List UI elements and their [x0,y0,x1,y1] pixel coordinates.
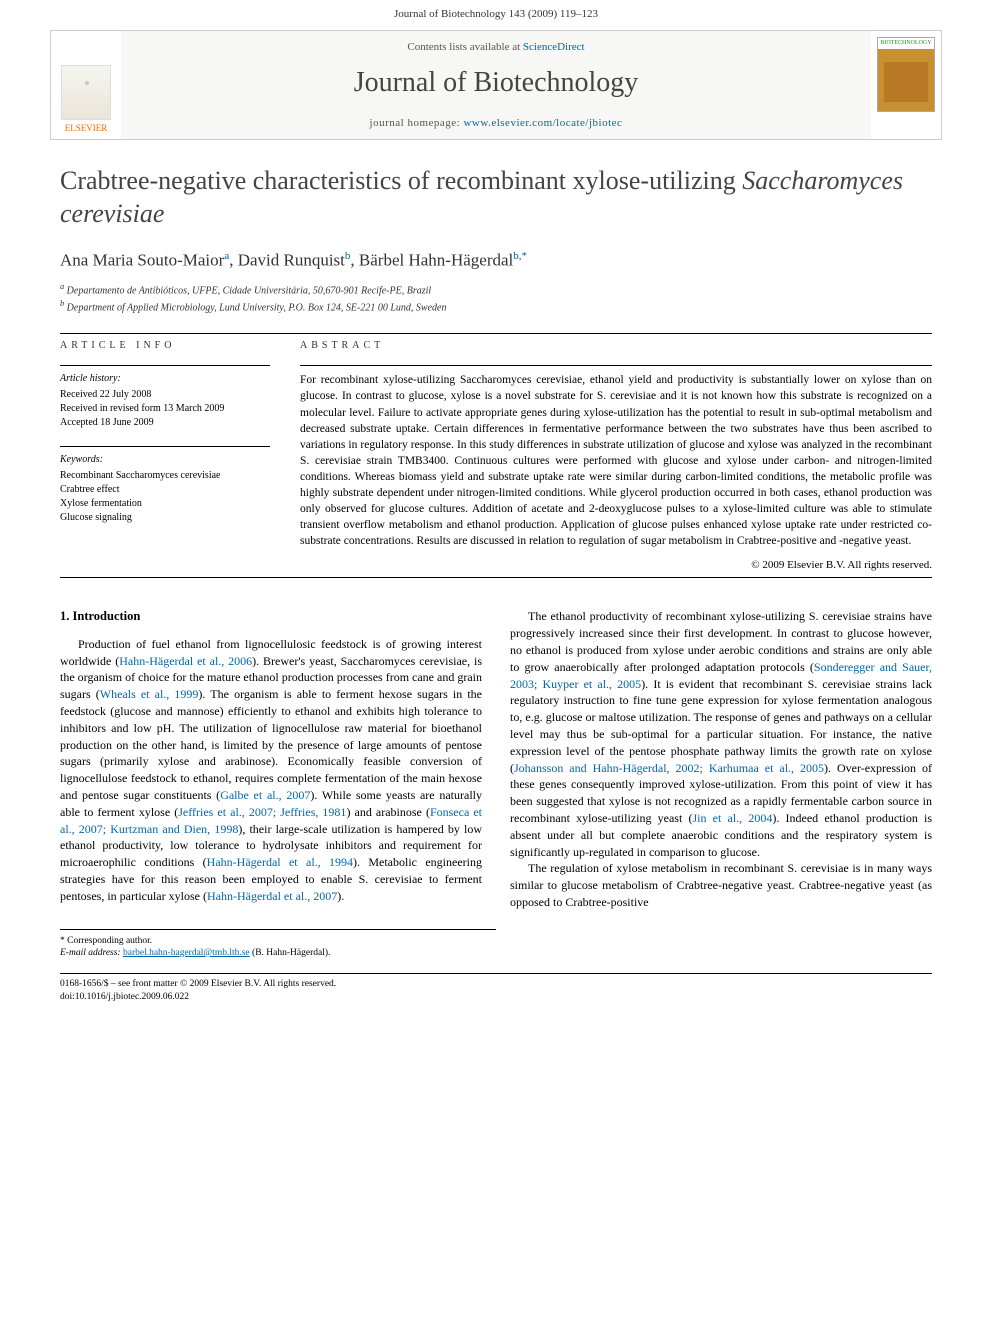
title-text: Crabtree-negative characteristics of rec… [60,166,742,195]
affiliations: a Departamento de Antibióticos, UFPE, Ci… [60,281,932,316]
homepage-prefix: journal homepage: [370,117,464,129]
article-area: Crabtree-negative characteristics of rec… [0,165,992,959]
email-label: E-mail address: [60,948,123,958]
abstract-text: For recombinant xylose-utilizing Sacchar… [300,372,932,549]
abstract-heading: abstract [300,340,932,351]
article-title: Crabtree-negative characteristics of rec… [60,165,932,230]
affiliation-line: a Departamento de Antibióticos, UFPE, Ci… [60,281,932,298]
footer-bar: 0168-1656/$ – see front matter © 2009 El… [60,973,932,1003]
body-paragraph: Production of fuel ethanol from lignocel… [60,636,482,905]
journal-banner: ELSEVIER Contents lists available at Sci… [50,30,942,140]
citation-link[interactable]: Hahn-Hägerdal et al., 1994 [207,855,353,869]
info-abstract-row: article info Article history: Received 2… [60,340,932,571]
abstract-copyright: © 2009 Elsevier B.V. All rights reserved… [300,559,932,571]
keyword: Xylose fermentation [60,497,270,511]
citation-link[interactable]: Hahn-Hägerdal et al., 2006 [119,654,252,668]
corr-author-label: * Corresponding author. [60,935,496,947]
body-text: 1. Introduction Production of fuel ethan… [60,608,932,910]
banner-center: Contents lists available at ScienceDirec… [121,31,871,139]
homepage-line: journal homepage: www.elsevier.com/locat… [121,117,871,129]
keywords-label: Keywords: [60,453,270,467]
journal-cover: BIOTECHNOLOGY [871,31,941,139]
email-who: (B. Hahn-Hägerdal). [250,948,331,958]
elsevier-tree-icon [61,65,111,120]
history-block: Article history: Received 22 July 2008 R… [60,372,270,430]
section-heading-intro: 1. Introduction [60,608,482,626]
keyword: Crabtree effect [60,483,270,497]
info-rule-1 [60,365,270,366]
footer-copyright: 0168-1656/$ – see front matter © 2009 El… [60,978,932,990]
corr-email-line: E-mail address: barbel.hahn-hagerdal@tmb… [60,947,496,959]
affiliation-line: b Department of Applied Microbiology, Lu… [60,298,932,315]
footer-doi: doi:10.1016/j.jbiotec.2009.06.022 [60,991,932,1003]
corresponding-footnote: * Corresponding author. E-mail address: … [60,929,496,960]
elsevier-logo: ELSEVIER [51,31,121,139]
author-list: Ana Maria Souto-Maiora, David Runquistb,… [60,250,932,271]
keywords-block: Keywords: Recombinant Saccharomyces cere… [60,453,270,525]
body-paragraph: The ethanol productivity of recombinant … [510,608,932,860]
citation-link[interactable]: Jin et al., 2004 [692,811,772,825]
citation-link[interactable]: Johansson and Hahn-Hägerdal, 2002; Karhu… [514,761,824,775]
homepage-link[interactable]: www.elsevier.com/locate/jbiotec [463,117,622,129]
rule-bottom [60,577,932,578]
keyword: Recombinant Saccharomyces cerevisiae [60,469,270,483]
body-paragraph: The regulation of xylose metabolism in r… [510,860,932,910]
history-line: Received in revised form 13 March 2009 [60,402,270,416]
info-rule-2 [60,446,270,447]
history-line: Accepted 18 June 2009 [60,416,270,430]
running-header: Journal of Biotechnology 143 (2009) 119–… [0,0,992,24]
contents-line: Contents lists available at ScienceDirec… [121,41,871,53]
sciencedirect-link[interactable]: ScienceDirect [523,41,585,53]
citation-link[interactable]: Hahn-Hägerdal et al., 2007 [207,889,337,903]
journal-name: Journal of Biotechnology [121,67,871,99]
cover-thumbnail: BIOTECHNOLOGY [877,37,935,112]
abstract-rule [300,365,932,366]
corr-email-link[interactable]: barbel.hahn-hagerdal@tmb.lth.se [123,948,250,958]
citation-link[interactable]: Jeffries et al., 2007; Jeffries, 1981 [178,805,346,819]
citation-link[interactable]: Galbe et al., 2007 [220,788,310,802]
article-info-col: article info Article history: Received 2… [60,340,270,571]
citation-link[interactable]: Wheals et al., 1999 [100,687,199,701]
contents-prefix: Contents lists available at [407,41,522,53]
elsevier-label: ELSEVIER [65,123,108,133]
history-label: Article history: [60,372,270,386]
info-heading: article info [60,340,270,351]
abstract-col: abstract For recombinant xylose-utilizin… [300,340,932,571]
history-line: Received 22 July 2008 [60,388,270,402]
keyword: Glucose signaling [60,511,270,525]
rule-top [60,333,932,334]
